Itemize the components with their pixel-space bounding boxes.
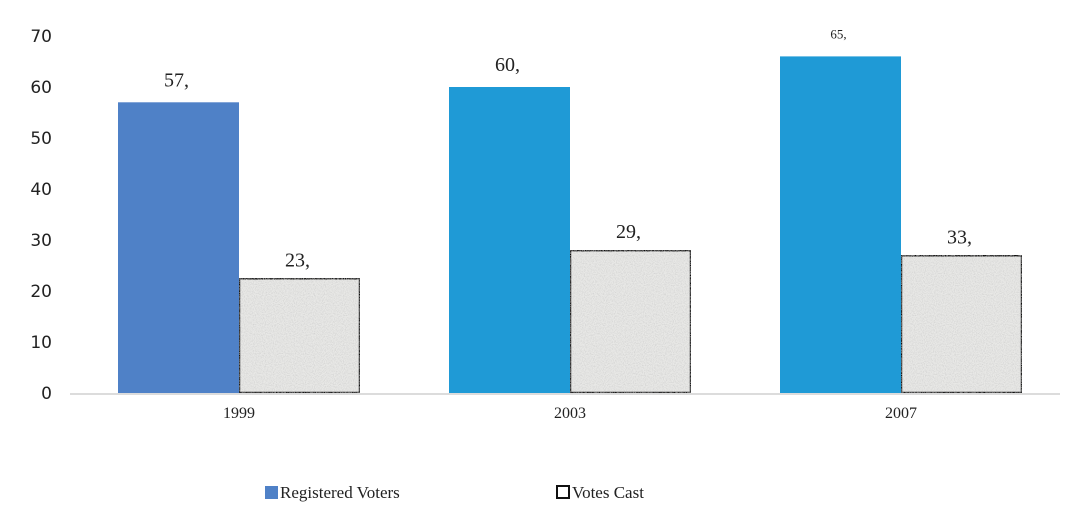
legend: Registered Voters Votes Cast <box>265 483 644 502</box>
data-label-registered-voters: 65, <box>830 26 846 41</box>
y-tick-label: 20 <box>30 282 52 302</box>
bar-registered-voters <box>780 56 901 394</box>
data-labels: 57, 23, 60, 29, 65, 33, <box>164 26 972 271</box>
legend-label-votes-cast: Votes Cast <box>572 483 644 502</box>
bar-votes-cast <box>237 277 362 395</box>
bar-votes-cast <box>568 248 693 395</box>
legend-swatch-registered-voters <box>265 486 278 499</box>
data-label-votes-cast: 33, <box>947 226 972 248</box>
x-tick-label: 1999 <box>223 405 255 422</box>
y-tick-label: 10 <box>30 333 52 353</box>
y-tick-label: 50 <box>30 129 52 149</box>
bar-registered-voters <box>118 102 239 394</box>
x-tick-label: 2007 <box>885 405 917 422</box>
y-tick-label: 70 <box>30 27 52 47</box>
bar-votes-cast <box>899 254 1024 395</box>
y-tick-label: 60 <box>30 78 52 98</box>
x-tick-label: 2003 <box>554 405 586 422</box>
data-label-votes-cast: 29, <box>616 221 641 243</box>
y-tick-label: 30 <box>30 231 52 251</box>
x-axis-tick-labels: 1999 2003 2007 <box>223 405 917 422</box>
bars <box>118 56 1024 395</box>
legend-swatch-votes-cast <box>556 485 570 499</box>
data-label-registered-voters: 60, <box>495 54 520 76</box>
data-label-votes-cast: 23, <box>285 249 310 271</box>
bar-registered-voters <box>449 87 570 393</box>
y-tick-label: 40 <box>30 180 52 200</box>
data-label-registered-voters: 57, <box>164 69 189 91</box>
y-axis-tick-labels: 0 10 20 30 40 50 60 70 <box>30 27 52 404</box>
legend-label-registered-voters: Registered Voters <box>280 483 400 502</box>
y-tick-label: 0 <box>41 384 52 404</box>
